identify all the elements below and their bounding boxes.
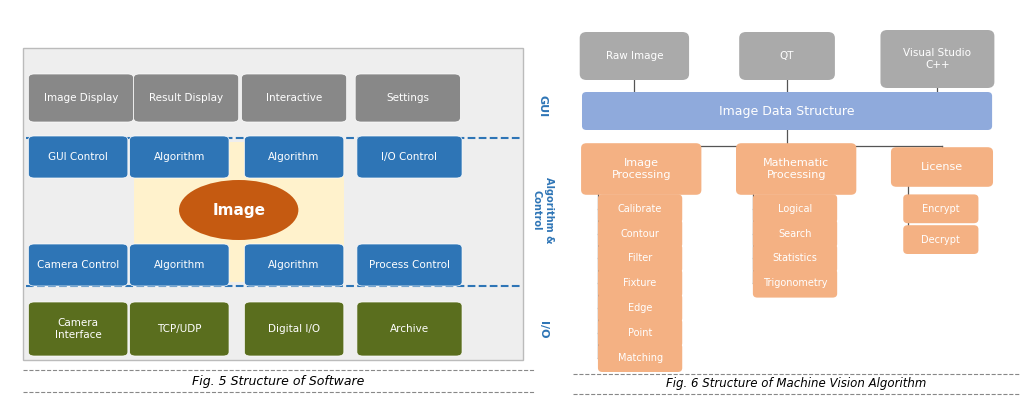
Text: Raw Image: Raw Image xyxy=(605,51,664,61)
Text: Contour: Contour xyxy=(621,228,659,238)
FancyBboxPatch shape xyxy=(881,30,994,88)
Text: Fig. 5 Structure of Software: Fig. 5 Structure of Software xyxy=(193,375,365,388)
FancyBboxPatch shape xyxy=(598,244,682,273)
FancyBboxPatch shape xyxy=(29,244,128,286)
FancyBboxPatch shape xyxy=(29,74,133,122)
Text: Camera Control: Camera Control xyxy=(37,260,119,270)
FancyBboxPatch shape xyxy=(245,244,344,286)
Text: Statistics: Statistics xyxy=(772,254,817,263)
FancyBboxPatch shape xyxy=(355,74,461,122)
Text: Image: Image xyxy=(212,202,265,218)
Text: Interactive: Interactive xyxy=(266,93,323,103)
Text: Mathematic
Processing: Mathematic Processing xyxy=(763,158,829,180)
Ellipse shape xyxy=(179,180,298,240)
FancyBboxPatch shape xyxy=(130,302,229,356)
FancyBboxPatch shape xyxy=(903,194,979,223)
Text: GUI Control: GUI Control xyxy=(48,152,109,162)
FancyBboxPatch shape xyxy=(245,136,344,178)
Text: Settings: Settings xyxy=(386,93,429,103)
Text: QT: QT xyxy=(780,51,795,61)
Text: Search: Search xyxy=(778,228,812,238)
Text: Algorithm: Algorithm xyxy=(268,260,319,270)
FancyBboxPatch shape xyxy=(598,294,682,322)
FancyBboxPatch shape xyxy=(753,269,838,298)
FancyBboxPatch shape xyxy=(582,92,992,130)
FancyBboxPatch shape xyxy=(598,219,682,248)
Text: Matching: Matching xyxy=(617,353,663,362)
FancyBboxPatch shape xyxy=(242,74,347,122)
Text: Image Data Structure: Image Data Structure xyxy=(719,104,855,118)
Text: Point: Point xyxy=(628,328,652,338)
FancyBboxPatch shape xyxy=(29,136,128,178)
FancyBboxPatch shape xyxy=(23,48,523,360)
FancyBboxPatch shape xyxy=(753,244,838,273)
FancyBboxPatch shape xyxy=(130,136,229,178)
Text: Filter: Filter xyxy=(628,254,652,263)
FancyBboxPatch shape xyxy=(133,142,344,282)
Text: Algorithm: Algorithm xyxy=(154,152,205,162)
Text: Trigonometry: Trigonometry xyxy=(763,278,827,288)
Text: Result Display: Result Display xyxy=(150,93,223,103)
FancyBboxPatch shape xyxy=(598,318,682,347)
FancyBboxPatch shape xyxy=(753,194,838,223)
FancyBboxPatch shape xyxy=(133,74,239,122)
Text: Algorithm: Algorithm xyxy=(268,152,319,162)
Text: TCP/UDP: TCP/UDP xyxy=(157,324,202,334)
Text: Image Display: Image Display xyxy=(44,93,118,103)
Text: Camera
Interface: Camera Interface xyxy=(54,318,101,340)
FancyBboxPatch shape xyxy=(29,302,128,356)
Text: Image
Processing: Image Processing xyxy=(611,158,671,180)
Text: Fig. 6 Structure of Machine Vision Algorithm: Fig. 6 Structure of Machine Vision Algor… xyxy=(666,378,927,390)
FancyBboxPatch shape xyxy=(891,147,993,187)
Text: Logical: Logical xyxy=(778,204,812,214)
Text: Archive: Archive xyxy=(390,324,429,334)
Text: Encrypt: Encrypt xyxy=(922,204,959,214)
FancyBboxPatch shape xyxy=(739,32,835,80)
Text: Edge: Edge xyxy=(628,303,652,313)
Text: I/O Control: I/O Control xyxy=(382,152,437,162)
FancyBboxPatch shape xyxy=(598,343,682,372)
Text: I/O: I/O xyxy=(538,321,548,339)
Text: GUI: GUI xyxy=(538,95,548,117)
FancyBboxPatch shape xyxy=(753,219,838,248)
FancyBboxPatch shape xyxy=(581,143,701,195)
FancyBboxPatch shape xyxy=(245,302,344,356)
Text: Fixture: Fixture xyxy=(624,278,656,288)
FancyBboxPatch shape xyxy=(598,194,682,223)
Text: Visual Studio
C++: Visual Studio C++ xyxy=(903,48,972,70)
Text: License: License xyxy=(921,162,963,172)
Text: Calibrate: Calibrate xyxy=(617,204,663,214)
FancyBboxPatch shape xyxy=(580,32,689,80)
FancyBboxPatch shape xyxy=(357,244,462,286)
FancyBboxPatch shape xyxy=(357,136,462,178)
FancyBboxPatch shape xyxy=(357,302,462,356)
FancyBboxPatch shape xyxy=(736,143,856,195)
Text: Algorithm &
Control: Algorithm & Control xyxy=(531,177,554,243)
Text: Digital I/O: Digital I/O xyxy=(268,324,321,334)
FancyBboxPatch shape xyxy=(903,225,979,254)
Text: Process Control: Process Control xyxy=(369,260,450,270)
FancyBboxPatch shape xyxy=(130,244,229,286)
FancyBboxPatch shape xyxy=(598,269,682,298)
Text: Decrypt: Decrypt xyxy=(922,234,961,244)
Text: Algorithm: Algorithm xyxy=(154,260,205,270)
